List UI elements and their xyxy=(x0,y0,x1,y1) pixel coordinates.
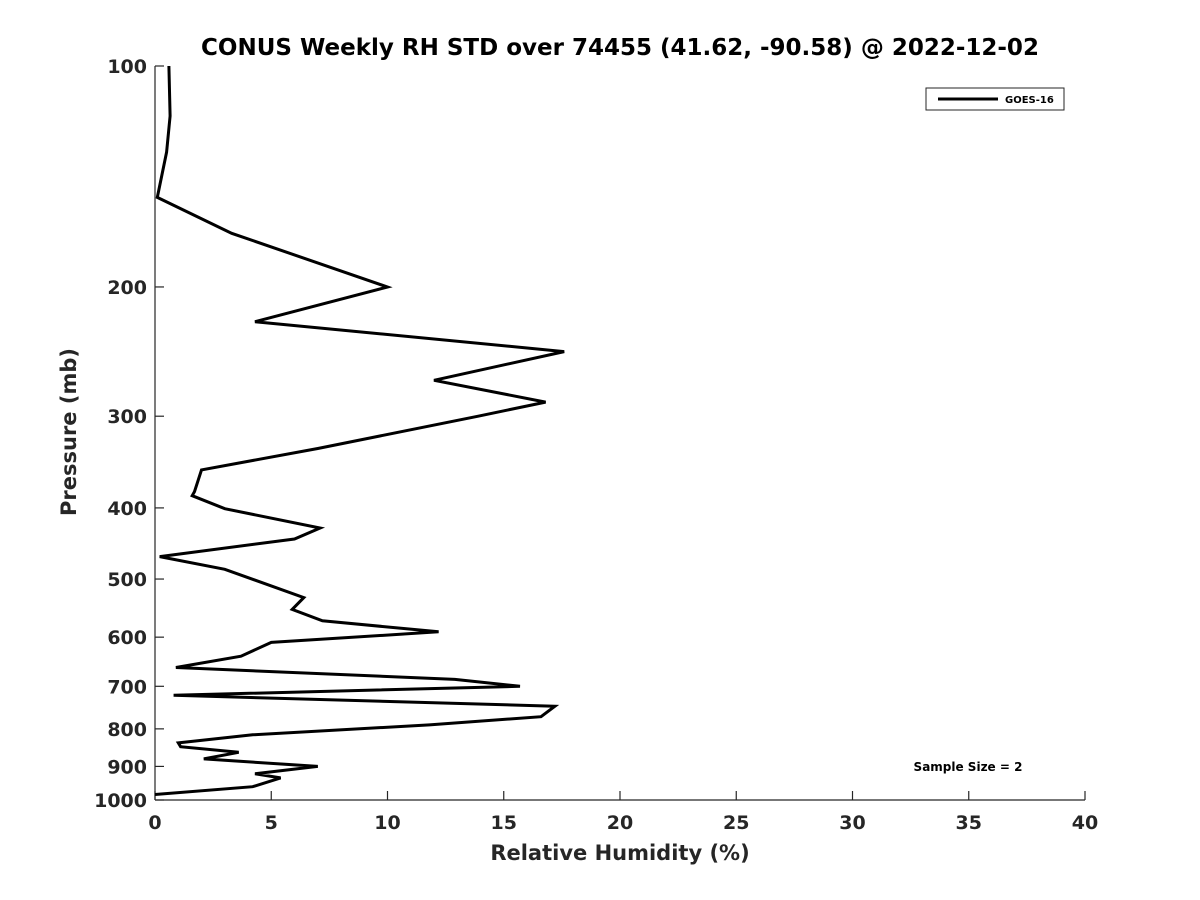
y-tick-label: 900 xyxy=(107,756,147,778)
x-tick-label: 25 xyxy=(723,812,749,834)
x-tick-label: 35 xyxy=(956,812,982,834)
x-tick-label: 15 xyxy=(491,812,517,834)
x-axis-label: Relative Humidity (%) xyxy=(490,841,749,865)
x-axis-ticks: 0 5 10 15 20 25 30 35 40 xyxy=(148,791,1098,834)
legend: GOES-16 xyxy=(925,87,1065,111)
y-tick-label: 400 xyxy=(107,498,147,520)
legend-label-goes-16: GOES-16 xyxy=(1005,95,1054,106)
x-tick-label: 5 xyxy=(265,812,278,834)
x-tick-label: 20 xyxy=(607,812,633,834)
y-axis-label: Pressure (mb) xyxy=(57,348,81,516)
y-tick-label: 700 xyxy=(107,676,147,698)
y-tick-label: 600 xyxy=(107,627,147,649)
y-tick-label: 500 xyxy=(107,569,147,591)
chart-title: CONUS Weekly RH STD over 74455 (41.62, -… xyxy=(201,35,1039,61)
y-tick-label: 800 xyxy=(107,719,147,741)
y-tick-label: 300 xyxy=(107,406,147,428)
y-axis-ticks: 100 200 300 400 500 600 700 800 900 1000 xyxy=(94,56,164,812)
x-tick-label: 40 xyxy=(1072,812,1098,834)
x-tick-label: 0 xyxy=(148,812,161,834)
y-tick-label: 200 xyxy=(107,277,147,299)
sample-size-annotation: Sample Size = 2 xyxy=(914,760,1023,774)
x-tick-label: 30 xyxy=(839,812,865,834)
x-tick-label: 10 xyxy=(374,812,400,834)
series-line-goes-16 xyxy=(154,65,565,796)
plot-area: 0 5 10 15 20 25 30 35 40 100 200 300 400 500 600 700 80… xyxy=(94,56,1098,834)
y-tick-label: 1000 xyxy=(94,790,147,812)
y-tick-label: 100 xyxy=(107,56,147,78)
